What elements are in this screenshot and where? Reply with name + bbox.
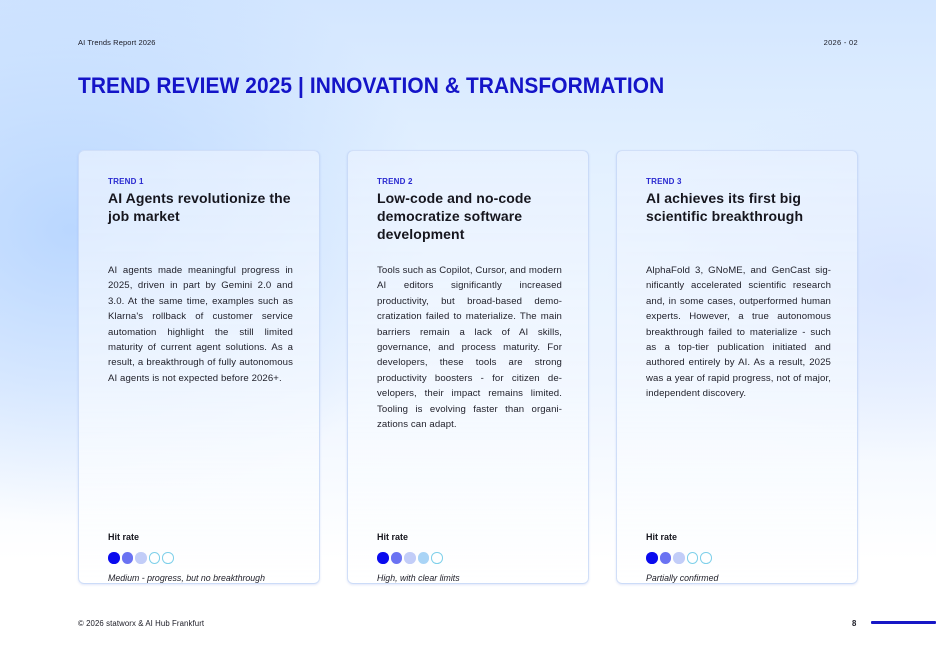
rating-dot-icon	[135, 552, 147, 564]
trend-description: Tools such as Copilot, Cursor, and mo­de…	[377, 265, 562, 431]
trend-description: AlphaFold 3, GNoME, and GenCast sig­nifi…	[646, 265, 831, 400]
page-title: TREND REVIEW 2025 | INNOVATION & TRANSFO…	[78, 73, 665, 98]
rating-dot-icon	[162, 552, 174, 564]
footer-copyright: © 2026 statworx & AI Hub Frankfurt	[78, 619, 205, 628]
report-date: 2026 - 02	[823, 38, 858, 47]
hit-rate-dots	[108, 552, 174, 564]
hit-rate-description: Partially confirmed	[646, 573, 719, 583]
rating-dot-icon	[390, 552, 402, 564]
trend-description: AI agents made meaningful progress in 20…	[108, 265, 293, 384]
rating-dot-icon	[377, 552, 389, 564]
rating-dot-icon	[108, 552, 120, 564]
trend-label: TREND 2	[377, 177, 413, 186]
hit-rate-dots	[646, 552, 712, 564]
rating-dot-icon	[659, 552, 671, 564]
trend-title: Low-code and no-code democratize softwar…	[377, 190, 532, 242]
report-label: AI Trends Report 2026	[78, 38, 156, 47]
trend-label: TREND 3	[646, 177, 682, 186]
hit-rate-label: Hit rate	[646, 532, 678, 542]
trend-card-1: TREND 1 AI Agents revolutionize the job …	[78, 150, 320, 584]
hit-rate-dots	[377, 552, 443, 564]
trend-card-2: TREND 2 Low-code and no-code democratize…	[347, 150, 589, 584]
rating-dot-icon	[700, 552, 712, 564]
trend-title: AI achieves its first big scientific bre…	[646, 190, 804, 224]
hit-rate-label: Hit rate	[377, 532, 409, 542]
hit-rate-label: Hit rate	[108, 532, 140, 542]
trend-card-3: TREND 3 AI achieves its first big scient…	[616, 150, 858, 584]
page-number: 8	[852, 619, 857, 628]
rating-dot-icon	[673, 552, 685, 564]
rating-dot-icon	[148, 552, 160, 564]
rating-dot-icon	[121, 552, 133, 564]
trend-title: AI Agents revolutionize the job market	[108, 190, 291, 224]
rating-dot-icon	[404, 552, 416, 564]
rating-dot-icon	[646, 552, 658, 564]
page-accent-bar	[871, 621, 936, 624]
rating-dot-icon	[431, 552, 443, 564]
rating-dot-icon	[417, 552, 429, 564]
trend-label: TREND 1	[108, 177, 144, 186]
hit-rate-description: High, with clear limits	[377, 573, 460, 583]
rating-dot-icon	[686, 552, 698, 564]
hit-rate-description: Medium - progress, but no breakthrough	[108, 573, 265, 583]
